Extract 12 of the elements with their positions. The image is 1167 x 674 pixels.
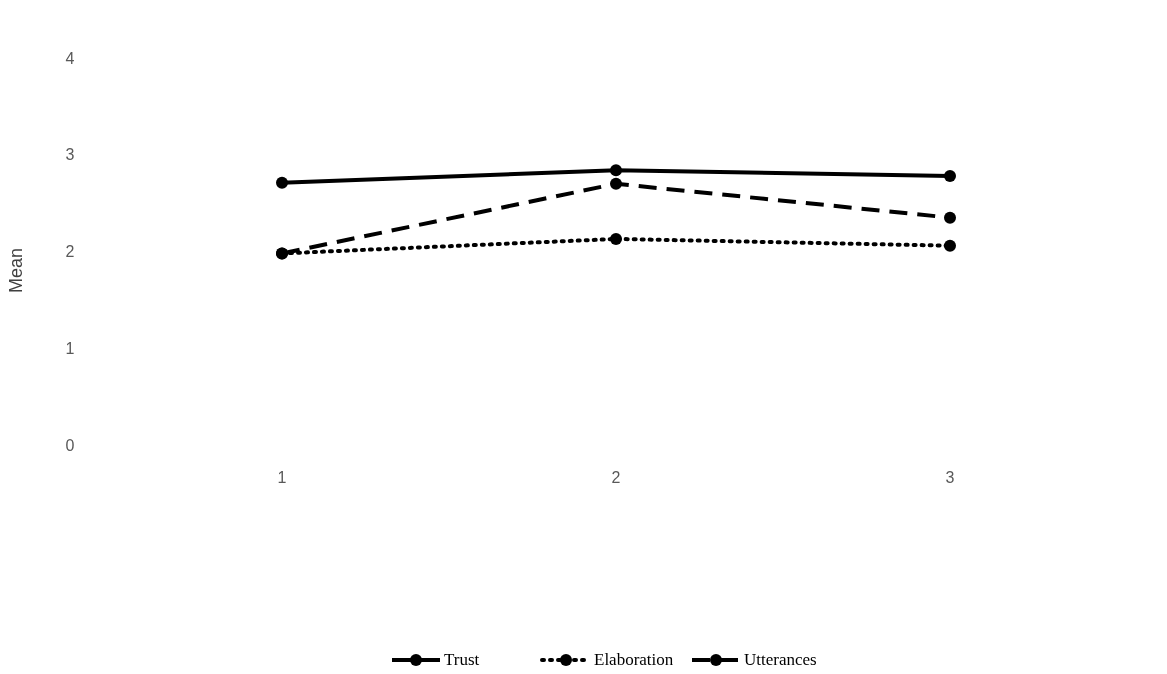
- y-axis-title: Mean: [6, 247, 26, 294]
- y-tick-label: 4: [65, 49, 75, 67]
- x-tick-label: 2: [611, 469, 621, 486]
- y-tick-label: 0: [65, 436, 75, 454]
- x-tick-label: 3: [945, 469, 955, 486]
- x-tick-label: 1: [277, 469, 287, 486]
- legend-label: Elaboration: [594, 650, 674, 669]
- y-tick-label: 1: [65, 339, 75, 357]
- y-tick-label: 3: [65, 146, 75, 164]
- legend-label: Trust: [444, 650, 480, 669]
- y-tick-label: 2: [65, 243, 75, 261]
- legend-label: Utterances: [744, 650, 817, 669]
